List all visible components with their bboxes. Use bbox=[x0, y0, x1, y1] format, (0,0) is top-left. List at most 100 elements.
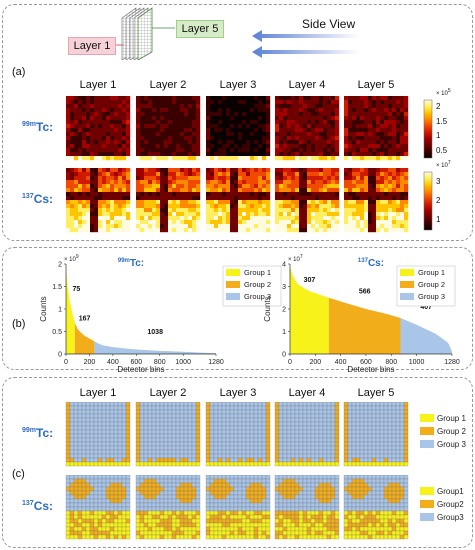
group-map-cell bbox=[205, 490, 211, 496]
heatmap-cell bbox=[291, 168, 296, 173]
heatmap-tile bbox=[136, 168, 201, 233]
group-map-cell bbox=[343, 417, 349, 423]
heatmap-cell bbox=[106, 228, 111, 233]
group-map-cell bbox=[241, 413, 247, 419]
group-map-cell bbox=[310, 449, 316, 455]
legend-swatch bbox=[226, 293, 240, 300]
heatmap-cell bbox=[335, 120, 340, 125]
heatmap-cell bbox=[404, 192, 409, 197]
heatmap-cell bbox=[327, 188, 332, 193]
group-map-cell bbox=[367, 453, 373, 459]
heatmap-cell bbox=[250, 120, 255, 125]
group-map-cell bbox=[265, 425, 271, 431]
heatmap-cell bbox=[122, 208, 127, 213]
heatmap-cell bbox=[136, 152, 141, 157]
group-map-cell bbox=[89, 490, 95, 496]
group-map-cell bbox=[159, 453, 165, 459]
heatmap-cell bbox=[210, 136, 215, 141]
heatmap-cell bbox=[110, 220, 115, 225]
group-map-cell bbox=[191, 494, 197, 500]
heatmap-cell bbox=[246, 100, 251, 105]
group-map-cell bbox=[65, 482, 71, 488]
heatmap-cell bbox=[136, 100, 141, 105]
group-map-cell bbox=[351, 433, 357, 439]
heatmap-cell bbox=[335, 184, 340, 189]
group-map-cell bbox=[213, 530, 219, 536]
heatmap-cell bbox=[164, 116, 169, 121]
group-map-cell bbox=[375, 421, 381, 427]
group-map-cell bbox=[213, 409, 219, 415]
group-map-cell bbox=[175, 478, 181, 484]
heatmap-cell bbox=[250, 192, 255, 197]
group-map-cell bbox=[175, 502, 181, 508]
group-map-cell bbox=[73, 457, 79, 463]
group-map-cell bbox=[105, 445, 111, 451]
group-map-cell bbox=[209, 502, 215, 508]
heatmap-cell bbox=[352, 200, 357, 205]
heatmap-cell bbox=[214, 216, 219, 221]
heatmap-cell bbox=[126, 228, 131, 233]
heatmap-cell bbox=[364, 96, 369, 101]
heatmap-cell bbox=[234, 176, 239, 181]
group-map-cell bbox=[395, 449, 401, 455]
heatmap-cell bbox=[344, 228, 349, 233]
group-map-cell bbox=[253, 417, 259, 423]
group-map-cell bbox=[179, 405, 185, 411]
group-map-cell bbox=[314, 498, 320, 504]
heatmap-cell bbox=[327, 140, 332, 145]
group-map-cell bbox=[334, 510, 340, 516]
group-map-cell bbox=[167, 453, 173, 459]
heatmap-cell bbox=[242, 192, 247, 197]
heatmap-cell bbox=[315, 208, 320, 213]
group-map-cell bbox=[322, 453, 328, 459]
group-map-cell bbox=[371, 405, 377, 411]
heatmap-cell bbox=[262, 152, 267, 157]
heatmap-cell bbox=[279, 184, 284, 189]
group-map-cell bbox=[117, 461, 123, 467]
heatmap-cell bbox=[380, 104, 385, 109]
group-map-cell bbox=[213, 445, 219, 451]
heatmap-cell bbox=[400, 116, 405, 121]
heatmap-cell bbox=[110, 224, 115, 229]
group-map-cell bbox=[143, 449, 149, 455]
heatmap-cell bbox=[74, 208, 79, 213]
heatmap-cell bbox=[152, 136, 157, 141]
heatmap-cell bbox=[396, 200, 401, 205]
heatmap-cell bbox=[335, 204, 340, 209]
group-map-cell bbox=[117, 457, 123, 463]
heatmap-cell bbox=[218, 156, 223, 161]
heatmap-cell bbox=[315, 176, 320, 181]
heatmap-cell bbox=[196, 188, 201, 193]
heatmap-cell bbox=[335, 180, 340, 185]
heatmap-cell bbox=[242, 148, 247, 153]
group-map-cell bbox=[302, 457, 308, 463]
group-map-cell bbox=[155, 417, 161, 423]
heatmap-cell bbox=[258, 120, 263, 125]
heatmap-cell bbox=[140, 152, 145, 157]
heatmap-cell bbox=[376, 108, 381, 113]
group-map-cell bbox=[314, 514, 320, 520]
group-map-cell bbox=[105, 409, 111, 415]
heatmap-cell bbox=[303, 168, 308, 173]
heatmap-cell bbox=[222, 212, 227, 217]
group-map-cell bbox=[286, 453, 292, 459]
heatmap-cell bbox=[114, 104, 119, 109]
group-map-cell bbox=[221, 510, 227, 516]
group-map-cell bbox=[355, 425, 361, 431]
heatmap-cell bbox=[82, 200, 87, 205]
heatmap-cell bbox=[384, 216, 389, 221]
heatmap-cell bbox=[102, 200, 107, 205]
heatmap-cell bbox=[90, 192, 95, 197]
heatmap-cell bbox=[118, 152, 123, 157]
group-map-cell bbox=[125, 534, 131, 540]
heatmap-cell bbox=[110, 120, 115, 125]
group-map-cell bbox=[261, 510, 267, 516]
heatmap-cell bbox=[234, 100, 239, 105]
heatmap-cell bbox=[327, 196, 332, 201]
group-map-cell bbox=[302, 498, 308, 504]
group-map-cell bbox=[155, 502, 161, 508]
group-map-cell bbox=[265, 453, 271, 459]
heatmap-cell bbox=[299, 156, 304, 161]
heatmap-cell bbox=[250, 220, 255, 225]
heatmap-cell bbox=[110, 144, 115, 149]
